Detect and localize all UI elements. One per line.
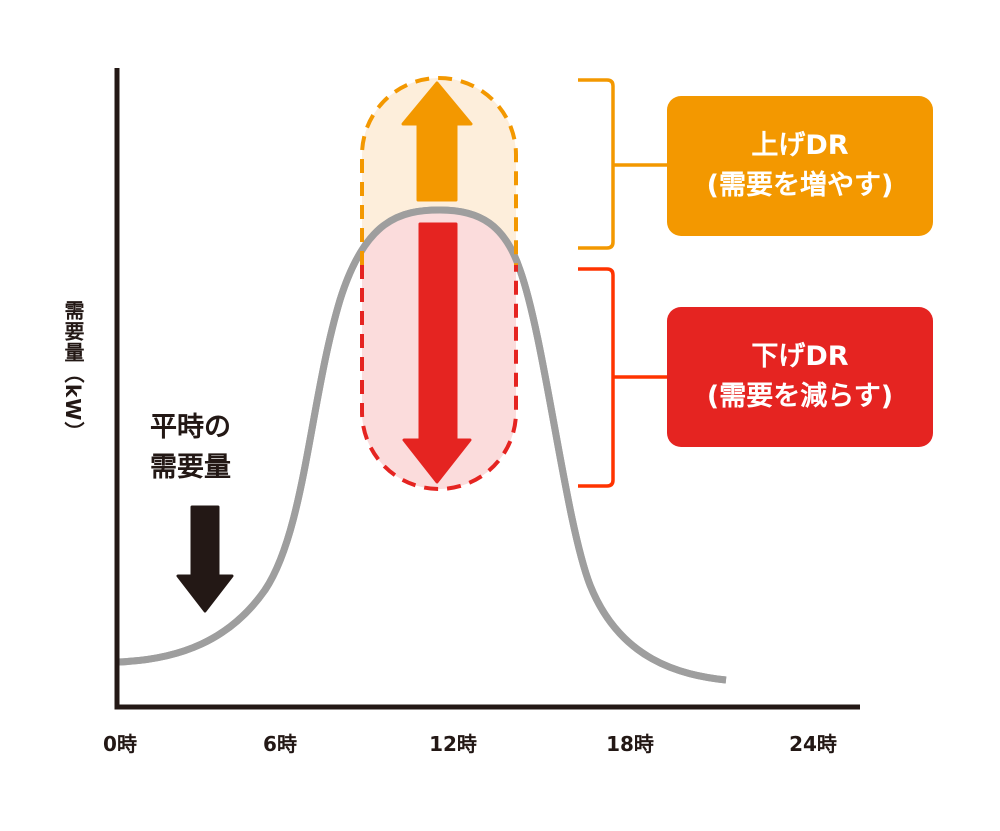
x-tick-12: 12時 [429, 732, 477, 756]
normal-demand-label: 平時の 需要量 [150, 408, 270, 488]
arrow-up-icon [401, 81, 473, 202]
normal-demand-line2: 需要量 [150, 452, 231, 483]
normal-demand-line1: 平時の [150, 412, 231, 443]
up-dr-outline [360, 76, 518, 265]
up-dr-subtitle: (需要を増やす) [706, 170, 894, 201]
up-dr-box: 上げDR (需要を増やす) [667, 96, 933, 236]
up-dr-title: 上げDR [751, 130, 849, 161]
arrow-down-icon [402, 222, 472, 484]
chart-axes [114, 68, 860, 710]
normal-demand-arrow-icon [176, 505, 234, 613]
x-tick-0: 0時 [103, 732, 137, 756]
down-dr-outline [360, 265, 518, 491]
y-axis-label: 需要量（kW） [61, 300, 85, 443]
down-dr-subtitle: (需要を減らす) [706, 381, 894, 412]
down-dr-box: 下げDR (需要を減らす) [667, 307, 933, 447]
x-tick-6: 6時 [263, 732, 297, 756]
x-tick-18: 18時 [606, 732, 654, 756]
down-dr-title: 下げDR [751, 341, 849, 372]
up-dr-bracket [578, 78, 667, 250]
down-dr-bracket [578, 267, 667, 488]
x-tick-24: 24時 [789, 732, 837, 756]
